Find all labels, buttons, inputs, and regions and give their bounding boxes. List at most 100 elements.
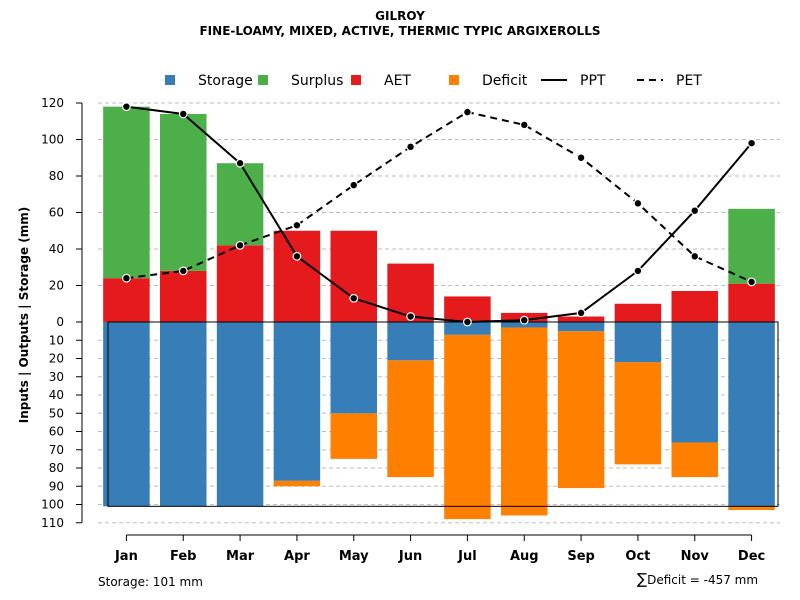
pet-point — [463, 107, 472, 117]
ppt-point — [235, 158, 245, 168]
surplus-bar — [216, 163, 264, 246]
storage-bar — [160, 322, 207, 507]
x-tick-label: May — [339, 549, 369, 564]
storage-bar — [614, 322, 662, 363]
x-tick-label: Sep — [567, 549, 595, 564]
axes: 0 20 40 60 80 100 120 10 20 30 40 50 60 70 80 90 100 110 I… — [17, 96, 765, 564]
y-tick-label: 110 — [41, 516, 64, 530]
series-lines — [122, 102, 756, 327]
deficit-bar — [330, 413, 377, 459]
deficit-bar — [614, 362, 662, 465]
y-tick-label: 20 — [49, 352, 64, 366]
x-tick-label: Nov — [681, 549, 710, 564]
ppt-point — [122, 102, 131, 112]
deficit-bar — [728, 506, 775, 510]
legend-swatch-storage — [165, 75, 175, 85]
storage-bar — [216, 322, 264, 507]
y-tick-label: 90 — [49, 479, 64, 493]
pet-point — [633, 198, 643, 208]
legend-swatch-surplus — [258, 75, 268, 85]
ppt-point — [747, 138, 756, 148]
sigma-icon: ∑ — [637, 570, 648, 588]
x-tick-label: Apr — [284, 549, 310, 564]
deficit-note: ∑Deficit = -457 mm — [637, 570, 758, 588]
ppt-point — [690, 206, 700, 216]
storage-bar — [501, 322, 548, 328]
ppt-point — [406, 312, 415, 321]
y-tick-label: 80 — [49, 461, 64, 475]
deficit-bar — [387, 360, 434, 478]
x-tick-label: Dec — [738, 549, 765, 564]
ppt-line — [126, 105, 753, 324]
y-tick-label: 30 — [49, 370, 64, 384]
deficit-bar — [444, 334, 491, 520]
surplus-bar — [728, 208, 775, 284]
ppt-point — [349, 293, 359, 303]
legend-label-surplus: Surplus — [291, 73, 343, 89]
storage-bar — [103, 322, 150, 507]
y-tick-label: 20 — [49, 279, 64, 293]
legend-swatch-deficit — [449, 75, 459, 85]
pet-point — [235, 240, 245, 250]
storage-bar — [330, 322, 377, 414]
y-tick-label: 50 — [49, 406, 64, 420]
deficit-note-text: Deficit = -457 mm — [647, 573, 759, 587]
y-tick-label: 100 — [41, 133, 64, 147]
storage-bar — [671, 322, 718, 443]
aet-bar — [614, 303, 662, 322]
ppt-point — [519, 315, 529, 325]
storage-bar — [557, 322, 605, 332]
y-axis-label: Inputs | Outputs | Storage (mm) — [17, 207, 31, 424]
pet-point — [576, 153, 586, 163]
x-tick-label: Oct — [625, 549, 650, 564]
x-tick-label: Jan — [114, 549, 138, 564]
x-tick-label: Mar — [226, 549, 255, 564]
legend-label-storage: Storage — [198, 73, 253, 89]
pet-point — [747, 277, 756, 287]
y-tick-label: 0 — [56, 315, 64, 329]
x-tick-label: Aug — [510, 549, 539, 564]
storage-note: Storage: 101 mm — [98, 575, 203, 589]
aet-bar — [330, 230, 377, 322]
deficit-bar — [501, 327, 548, 516]
y-tick-label: 120 — [41, 96, 64, 110]
ppt-point — [576, 308, 586, 318]
legend: Storage Surplus AET Deficit PPT PET — [165, 73, 702, 89]
y-tick-label: 60 — [49, 425, 64, 439]
aet-bar — [557, 316, 605, 322]
grid-lines — [98, 102, 780, 524]
chart-subtitle: FINE-LOAMY, MIXED, ACTIVE, THERMIC TYPIC… — [199, 24, 601, 38]
legend-label-ppt: PPT — [580, 73, 606, 89]
deficit-bar — [273, 480, 321, 487]
y-tick-label: 40 — [49, 242, 64, 256]
y-tick-label: 100 — [41, 498, 64, 512]
pet-line — [126, 111, 752, 283]
chart-title: GILROY — [375, 9, 425, 23]
aet-bar — [216, 245, 264, 322]
ppt-point — [633, 266, 643, 276]
pet-point — [690, 251, 700, 261]
y-tick-label: 70 — [49, 443, 64, 457]
deficit-bar — [671, 442, 718, 478]
legend-label-aet: AET — [384, 73, 411, 89]
x-tick-label: Jun — [398, 549, 422, 564]
aet-bar — [160, 270, 207, 322]
aet-bar — [671, 290, 718, 322]
y-tick-label: 10 — [49, 333, 64, 347]
ppt-point — [463, 317, 472, 327]
storage-bar — [728, 322, 775, 507]
pet-point — [519, 120, 529, 130]
ppt-point — [292, 251, 302, 261]
legend-swatch-aet — [351, 75, 361, 85]
y-tick-label: 40 — [49, 388, 64, 402]
aet-bar — [103, 278, 150, 322]
pet-point — [349, 180, 359, 190]
surplus-bar — [103, 106, 150, 279]
pet-point — [406, 142, 415, 152]
aet-bar — [728, 283, 775, 322]
x-tick-label: Feb — [170, 549, 196, 564]
aet-bar — [273, 230, 321, 322]
ppt-point — [178, 109, 188, 119]
bars — [103, 106, 779, 520]
